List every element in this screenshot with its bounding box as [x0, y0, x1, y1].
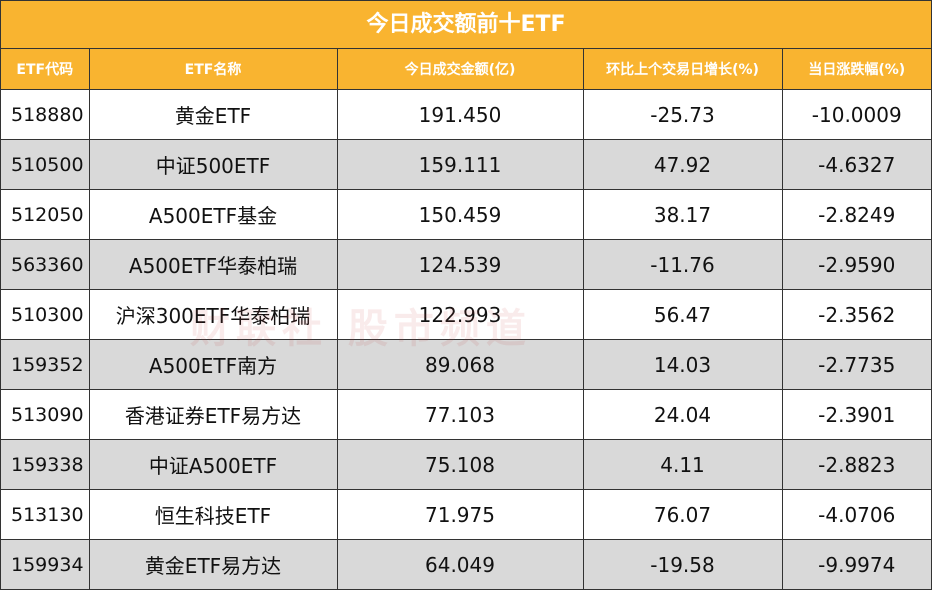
table-row: 510500 中证500ETF 159.111 47.92 -4.6327 [1, 139, 931, 190]
col-header-change: 当日涨跌幅(%) [781, 49, 931, 90]
cell-code: 510500 [1, 139, 90, 190]
cell-growth: -19.58 [582, 539, 783, 589]
cell-name: 黄金ETF易方达 [88, 539, 338, 589]
col-header-growth: 环比上个交易日增长(%) [582, 49, 783, 90]
cell-amount: 64.049 [336, 539, 584, 589]
table-row: 159934 黄金ETF易方达 64.049 -19.58 -9.9974 [1, 539, 931, 589]
cell-code: 159934 [1, 539, 90, 589]
table-row: 510300 沪深300ETF华泰柏瑞 122.993 56.47 -2.3562 [1, 289, 931, 340]
cell-name: A500ETF南方 [88, 339, 338, 390]
cell-growth: 76.07 [582, 489, 783, 540]
table-row: 159338 中证A500ETF 75.108 4.11 -2.8823 [1, 439, 931, 490]
cell-amount: 150.459 [336, 189, 584, 240]
cell-amount: 124.539 [336, 239, 584, 290]
cell-change: -10.0009 [781, 89, 931, 140]
cell-change: -4.0706 [781, 489, 931, 540]
header-row: ETF代码 ETF名称 今日成交金额(亿) 环比上个交易日增长(%) 当日涨跌幅… [1, 49, 931, 90]
cell-growth: 24.04 [582, 389, 783, 440]
cell-code: 513090 [1, 389, 90, 440]
cell-amount: 89.068 [336, 339, 584, 390]
etf-table: ETF代码 ETF名称 今日成交金额(亿) 环比上个交易日增长(%) 当日涨跌幅… [1, 49, 931, 589]
col-header-name: ETF名称 [88, 49, 338, 90]
cell-growth: 47.92 [582, 139, 783, 190]
cell-name: A500ETF基金 [88, 189, 338, 240]
cell-name: 恒生科技ETF [88, 489, 338, 540]
cell-change: -9.9974 [781, 539, 931, 589]
cell-name: 香港证券ETF易方达 [88, 389, 338, 440]
cell-name: 中证500ETF [88, 139, 338, 190]
table-title: 今日成交额前十ETF [1, 1, 931, 49]
cell-name: 沪深300ETF华泰柏瑞 [88, 289, 338, 340]
cell-growth: 4.11 [582, 439, 783, 490]
cell-amount: 77.103 [336, 389, 584, 440]
table-row: 513130 恒生科技ETF 71.975 76.07 -4.0706 [1, 489, 931, 540]
cell-amount: 191.450 [336, 89, 584, 140]
cell-change: -2.8823 [781, 439, 931, 490]
table-row: 159352 A500ETF南方 89.068 14.03 -2.7735 [1, 339, 931, 390]
cell-code: 563360 [1, 239, 90, 290]
table-row: 563360 A500ETF华泰柏瑞 124.539 -11.76 -2.9590 [1, 239, 931, 290]
cell-change: -2.9590 [781, 239, 931, 290]
cell-code: 518880 [1, 89, 90, 140]
cell-code: 512050 [1, 189, 90, 240]
cell-change: -4.6327 [781, 139, 931, 190]
cell-change: -2.3901 [781, 389, 931, 440]
cell-code: 513130 [1, 489, 90, 540]
cell-change: -2.3562 [781, 289, 931, 340]
cell-amount: 159.111 [336, 139, 584, 190]
cell-change: -2.8249 [781, 189, 931, 240]
table-row: 512050 A500ETF基金 150.459 38.17 -2.8249 [1, 189, 931, 240]
cell-code: 510300 [1, 289, 90, 340]
cell-name: 中证A500ETF [88, 439, 338, 490]
cell-code: 159338 [1, 439, 90, 490]
cell-name: 黄金ETF [88, 89, 338, 140]
cell-growth: 38.17 [582, 189, 783, 240]
cell-growth: -11.76 [582, 239, 783, 290]
cell-change: -2.7735 [781, 339, 931, 390]
cell-code: 159352 [1, 339, 90, 390]
table-row: 513090 香港证券ETF易方达 77.103 24.04 -2.3901 [1, 389, 931, 440]
col-header-code: ETF代码 [1, 49, 90, 90]
cell-name: A500ETF华泰柏瑞 [88, 239, 338, 290]
cell-growth: 56.47 [582, 289, 783, 340]
cell-amount: 75.108 [336, 439, 584, 490]
cell-amount: 122.993 [336, 289, 584, 340]
cell-growth: 14.03 [582, 339, 783, 390]
table-row: 518880 黄金ETF 191.450 -25.73 -10.0009 [1, 89, 931, 140]
cell-amount: 71.975 [336, 489, 584, 540]
col-header-amount: 今日成交金额(亿) [336, 49, 584, 90]
cell-growth: -25.73 [582, 89, 783, 140]
